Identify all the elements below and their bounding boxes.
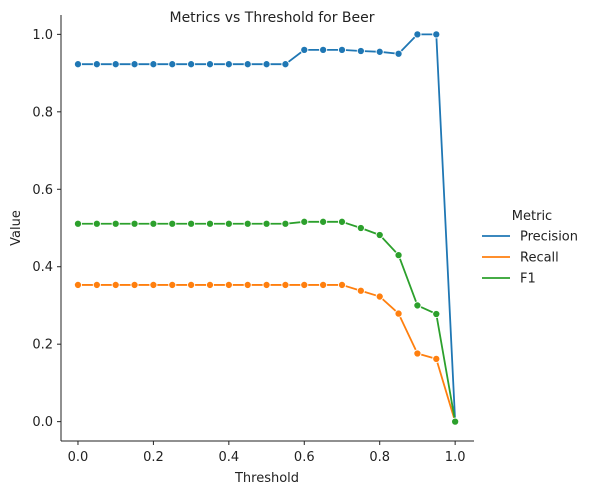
- data-point-precision: [262, 60, 271, 69]
- data-point-f1: [356, 223, 365, 233]
- y-tick-label: 0.6: [32, 183, 53, 198]
- data-point-recall: [243, 280, 252, 289]
- data-point-f1: [149, 219, 158, 228]
- data-point-f1: [432, 309, 441, 319]
- data-point-recall: [337, 280, 347, 289]
- x-tick-label: 0.4: [218, 450, 239, 465]
- data-point-f1: [130, 219, 139, 228]
- data-point-recall: [432, 354, 441, 363]
- data-point-precision: [73, 60, 83, 69]
- series-recall: [73, 280, 460, 426]
- legend: Metric Precision Recall F1: [482, 209, 578, 287]
- series-line-precision: [77, 33, 457, 422]
- series-line-recall: [77, 284, 457, 422]
- data-point-recall: [375, 292, 384, 301]
- y-tick-label: 0.4: [32, 260, 53, 275]
- data-point-recall: [168, 280, 177, 289]
- series-layer: [73, 30, 460, 426]
- data-point-recall: [73, 280, 83, 289]
- data-point-precision: [92, 60, 101, 69]
- data-point-f1: [337, 217, 347, 226]
- data-point-precision: [356, 46, 365, 56]
- data-point-recall: [224, 280, 233, 289]
- data-point-precision: [375, 47, 384, 56]
- data-point-precision: [281, 60, 290, 69]
- data-point-recall: [319, 280, 328, 289]
- data-point-precision: [394, 49, 403, 58]
- data-point-recall: [356, 286, 365, 295]
- legend-title: Metric: [512, 209, 552, 224]
- y-tick-label: 0.2: [32, 338, 53, 353]
- data-point-recall: [149, 280, 158, 289]
- data-point-f1: [413, 301, 422, 310]
- y-axis-label: Value: [9, 210, 24, 246]
- legend-entry-recall: Recall: [520, 251, 559, 266]
- data-point-f1: [168, 219, 177, 228]
- x-tick-label: 0.0: [68, 450, 89, 465]
- data-point-precision: [224, 60, 233, 69]
- data-point-f1: [111, 219, 120, 228]
- data-point-recall: [205, 280, 215, 289]
- data-point-f1: [394, 251, 403, 260]
- data-point-recall: [262, 280, 271, 289]
- data-point-precision: [168, 60, 177, 69]
- data-point-recall: [281, 280, 290, 289]
- data-point-f1: [262, 219, 271, 228]
- x-tick-label: 0.8: [369, 450, 390, 465]
- data-point-precision: [413, 30, 422, 39]
- data-point-recall: [413, 349, 422, 358]
- data-point-f1: [73, 219, 83, 228]
- chart-title: Metrics vs Threshold for Beer: [169, 10, 374, 26]
- data-point-f1: [319, 217, 328, 226]
- data-point-recall: [394, 309, 403, 318]
- data-point-f1: [205, 219, 215, 228]
- x-tick-label: 0.6: [294, 450, 315, 465]
- series-f1: [73, 217, 460, 426]
- data-point-precision: [319, 45, 328, 54]
- data-point-f1: [451, 417, 460, 426]
- data-point-precision: [149, 60, 158, 69]
- data-point-recall: [130, 280, 139, 289]
- y-tick-label: 1.0: [32, 28, 53, 43]
- data-point-f1: [243, 219, 252, 228]
- legend-entry-f1: F1: [520, 272, 536, 287]
- legend-entry-precision: Precision: [520, 230, 578, 245]
- data-point-recall: [111, 280, 120, 289]
- data-point-f1: [224, 219, 233, 228]
- data-point-precision: [243, 60, 252, 69]
- data-point-f1: [187, 219, 196, 228]
- y-tick-label: 0.8: [32, 105, 53, 120]
- data-point-precision: [187, 60, 196, 69]
- data-point-f1: [300, 217, 309, 226]
- y-tick-label: 0.0: [32, 415, 53, 430]
- x-axis-label: Threshold: [234, 471, 299, 486]
- data-point-precision: [205, 60, 215, 69]
- data-point-recall: [92, 280, 101, 289]
- data-point-f1: [375, 230, 384, 240]
- data-point-recall: [187, 280, 196, 289]
- x-tick-label: 1.0: [445, 450, 466, 465]
- x-tick-label: 0.2: [143, 450, 164, 465]
- series-precision: [73, 30, 460, 426]
- data-point-recall: [300, 280, 309, 289]
- y-axis-ticks: 0.0 0.2 0.4 0.6 0.8 1.0: [32, 28, 61, 430]
- data-point-precision: [300, 45, 309, 54]
- data-point-precision: [130, 60, 139, 69]
- data-point-f1: [281, 219, 290, 228]
- data-point-precision: [432, 30, 441, 39]
- data-point-precision: [337, 45, 347, 54]
- x-axis-ticks: 0.0 0.2 0.4 0.6 0.8 1.0: [68, 441, 466, 465]
- data-point-f1: [92, 219, 101, 228]
- data-point-precision: [111, 60, 120, 69]
